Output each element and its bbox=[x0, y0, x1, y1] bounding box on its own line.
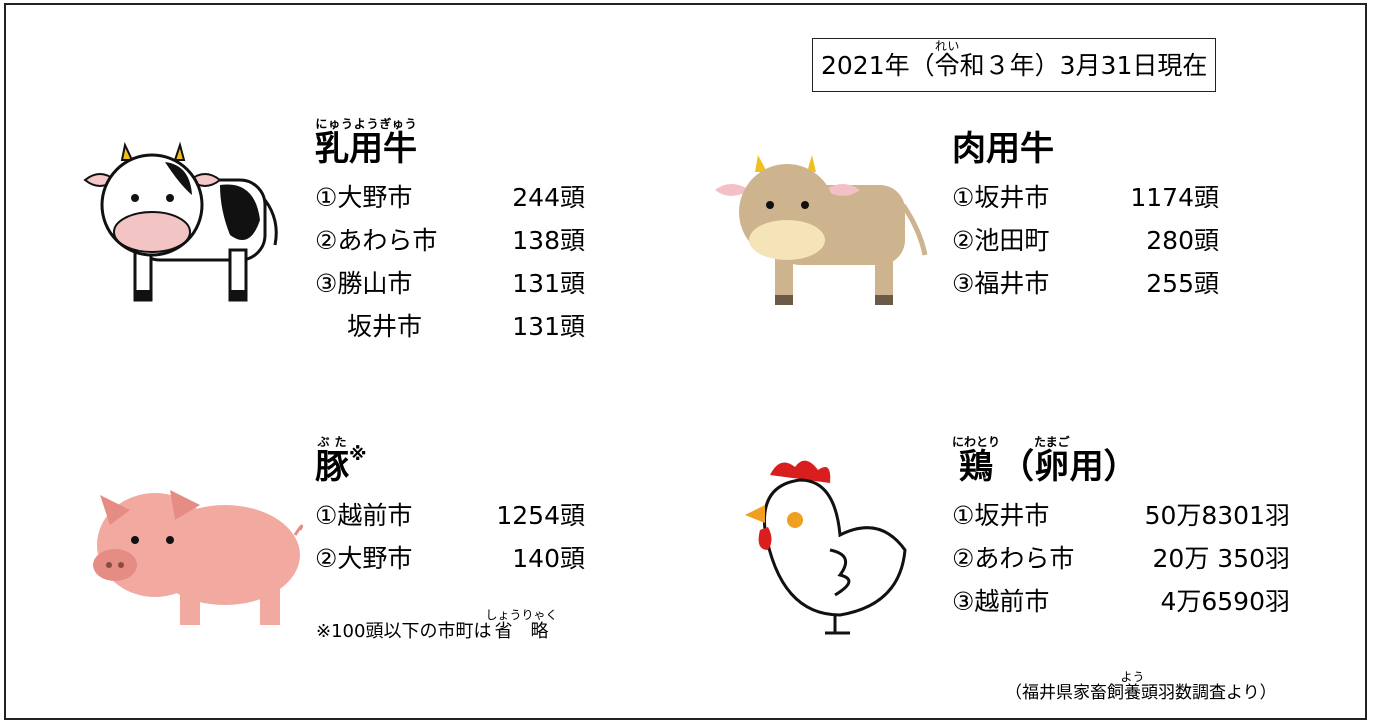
date-text: 2021年（ bbox=[821, 51, 935, 80]
city: ①大野市 bbox=[315, 178, 480, 214]
title-text: 卵 bbox=[1034, 447, 1070, 487]
ruby-text: にわとり bbox=[952, 435, 1000, 449]
city: ①越前市 bbox=[315, 496, 480, 532]
city: ③福井市 bbox=[952, 264, 1107, 300]
chicken-illustration bbox=[740, 455, 920, 640]
note: ※100頭以下の市町は省略しょうりゃく bbox=[316, 608, 557, 643]
count: 4万6590羽 bbox=[1102, 582, 1290, 618]
source: （福井県家畜飼養よう頭羽数調査より） bbox=[1005, 670, 1277, 703]
ruby-text: ぶた bbox=[315, 435, 349, 449]
count: 140頭 bbox=[480, 539, 585, 575]
ruby-text: にゅうようぎゅう bbox=[315, 117, 417, 131]
city: ②池田町 bbox=[952, 221, 1107, 257]
date-text: 和３年）3月31日現在 bbox=[960, 51, 1208, 80]
title-text: 乳用牛 bbox=[315, 129, 417, 169]
city: ①坂井市 bbox=[952, 178, 1107, 214]
count: 20万 350羽 bbox=[1102, 539, 1290, 575]
beef-cow-illustration bbox=[715, 150, 940, 315]
page: 2021年（令れい和３年）3月31日現在 乳用牛にゅうようぎゅう ①大野市244… bbox=[0, 0, 1375, 725]
city: ①坂井市 bbox=[952, 496, 1102, 532]
section-title: 乳用牛にゅうようぎゅう bbox=[315, 112, 595, 170]
ruby-text: しょうりゃく bbox=[485, 608, 557, 622]
count: 255頭 bbox=[1107, 264, 1219, 300]
section-title: 鶏にわとり（卵たまご用） bbox=[952, 430, 1312, 488]
pig-illustration bbox=[85, 480, 305, 630]
title-mark: ※ bbox=[349, 444, 367, 465]
section-title: 肉用牛 bbox=[952, 112, 1252, 170]
date-box: 2021年（令れい和３年）3月31日現在 bbox=[812, 38, 1216, 92]
count: 280頭 bbox=[1107, 221, 1219, 257]
count: 131頭 bbox=[480, 264, 585, 300]
ruby-text: よう bbox=[1121, 670, 1145, 684]
city: ③越前市 bbox=[952, 582, 1102, 618]
source-text: （福井県家畜飼 bbox=[1005, 683, 1124, 703]
city: ③勝山市 bbox=[315, 264, 480, 300]
city: 坂井市 bbox=[315, 307, 480, 343]
title-text: （ bbox=[1000, 439, 1034, 488]
city: ②あわら市 bbox=[952, 539, 1102, 575]
section-title: 豚ぶた※ bbox=[315, 430, 595, 488]
title-text: 鶏 bbox=[952, 447, 1000, 487]
title-text: 用） bbox=[1070, 439, 1138, 488]
source-text: 頭羽数調査より） bbox=[1141, 683, 1277, 703]
ruby-base: 省略 bbox=[485, 621, 557, 642]
count: 138頭 bbox=[480, 221, 585, 257]
count: 131頭 bbox=[480, 307, 585, 343]
title-text: 肉用牛 bbox=[952, 121, 1054, 170]
dairy-cow-illustration bbox=[80, 140, 295, 315]
ruby-text: たまご bbox=[1034, 435, 1070, 449]
ruby-base: 令 bbox=[935, 51, 960, 80]
city: ②あわら市 bbox=[315, 221, 480, 257]
count: 50万8301羽 bbox=[1102, 496, 1290, 532]
count: 244頭 bbox=[480, 178, 585, 214]
note-text: ※100頭以下の市町は bbox=[316, 621, 491, 642]
title-text: 豚 bbox=[315, 447, 349, 487]
date-ruby: 令れい bbox=[935, 51, 960, 80]
count: 1254頭 bbox=[480, 496, 585, 532]
ruby-text: れい bbox=[935, 39, 960, 53]
count: 1174頭 bbox=[1107, 178, 1219, 214]
city: ②大野市 bbox=[315, 539, 480, 575]
